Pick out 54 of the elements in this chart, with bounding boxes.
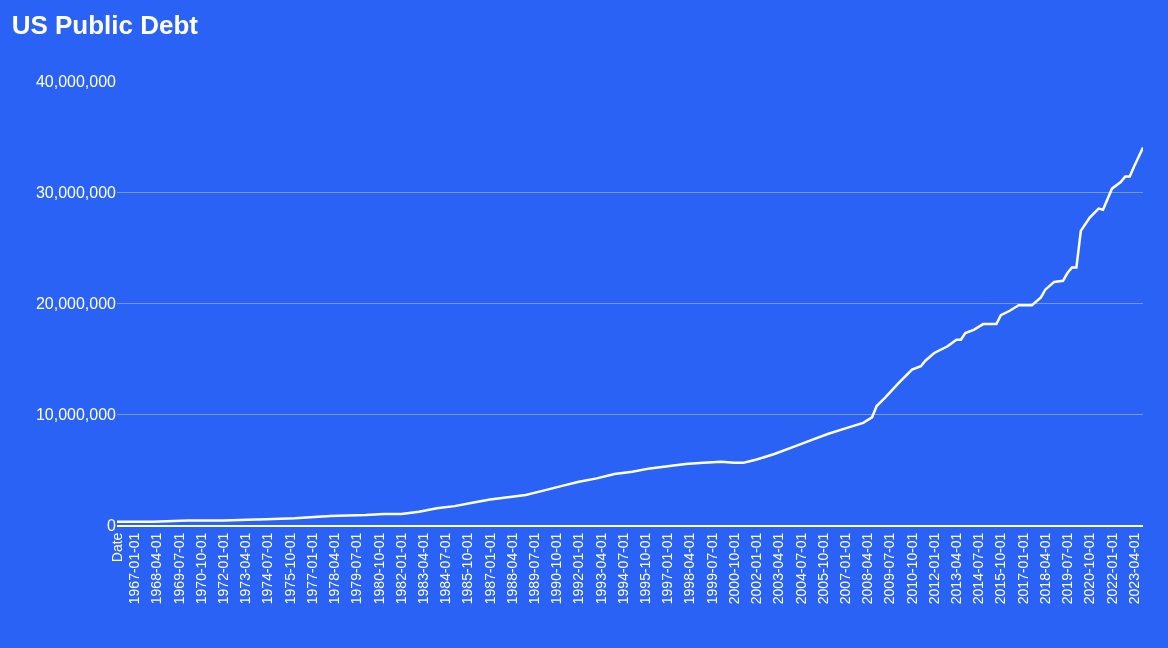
x-tick-label: 1982-01-01: [392, 532, 409, 605]
y-tick-label: 10,000,000: [35, 405, 117, 423]
x-tick-label: 1999-07-01: [703, 532, 720, 605]
x-tick-label: 1990-10-01: [548, 532, 565, 605]
x-tick-label: 1974-07-01: [259, 532, 276, 605]
x-tick-label: 2017-01-01: [1014, 532, 1031, 605]
x-tick-label: 2012-01-01: [925, 532, 942, 605]
x-tick-label: 2003-04-01: [770, 532, 787, 605]
x-tick-label: 1992-01-01: [570, 532, 587, 605]
y-tick-label: 20,000,000: [35, 294, 117, 312]
x-tick-label: 1972-01-01: [215, 532, 232, 605]
x-tick-label: 1983-04-01: [414, 532, 431, 605]
x-tick-label: 2005-10-01: [814, 532, 831, 605]
x-tick-label: 1993-04-01: [592, 532, 609, 605]
x-tick-label: 1980-10-01: [370, 532, 387, 605]
x-tick-label: 2004-07-01: [792, 532, 809, 605]
x-tick-label: 2014-07-01: [970, 532, 987, 605]
x-tick-label: 2019-07-01: [1059, 532, 1076, 605]
y-tick-label: 40,000,000: [35, 72, 117, 90]
x-tick-label: 1989-07-01: [526, 532, 543, 605]
x-tick-label: 2008-04-01: [859, 532, 876, 605]
y-tick-label: 30,000,000: [35, 183, 117, 201]
x-tick-label: 1985-10-01: [459, 532, 476, 605]
x-tick-label: 2015-10-01: [992, 532, 1009, 605]
x-tick-label: 2000-10-01: [725, 532, 742, 605]
x-tick-label: 1988-04-01: [503, 532, 520, 605]
x-tick-label: 2023-04-01: [1125, 532, 1142, 605]
x-tick-label: 1968-04-01: [148, 532, 165, 605]
x-tick-label: 2010-10-01: [903, 532, 920, 605]
x-tick-label: 2009-07-01: [881, 532, 898, 605]
x-tick-label: 1979-07-01: [348, 532, 365, 605]
x-tick-label: 2022-01-01: [1103, 532, 1120, 605]
x-tick-label: 1987-01-01: [481, 532, 498, 605]
x-tick-label: 2018-04-01: [1036, 532, 1053, 605]
x-tick-label: 1997-01-01: [659, 532, 676, 605]
x-tick-label: 1977-01-01: [304, 532, 320, 605]
x-tick-label: 1995-10-01: [637, 532, 654, 605]
x-tick-label: 1975-10-01: [281, 532, 298, 605]
x-tick-label: 1994-07-01: [614, 532, 631, 605]
x-tick-label: 1998-04-01: [681, 532, 698, 605]
x-tick-label: 2002-01-01: [748, 532, 765, 605]
chart-title: US Public Debt: [11, 10, 199, 41]
x-tick-label: Date: [108, 532, 125, 563]
x-tick-label: 2013-04-01: [948, 532, 964, 605]
x-tick-label: 1984-07-01: [437, 532, 454, 605]
x-tick-label: 1967-01-01: [126, 532, 143, 605]
x-tick-label: 1973-04-01: [237, 532, 254, 605]
x-tick-label: 2007-01-01: [836, 532, 853, 605]
y-tick-label: 0: [107, 516, 117, 534]
line-series: [117, 146, 1143, 523]
x-tick-label: 2020-10-01: [1081, 532, 1098, 605]
x-tick-label: 1969-07-01: [170, 532, 187, 605]
x-tick-label: 1970-10-01: [192, 532, 209, 605]
x-tick-label: 1978-04-01: [326, 532, 343, 605]
